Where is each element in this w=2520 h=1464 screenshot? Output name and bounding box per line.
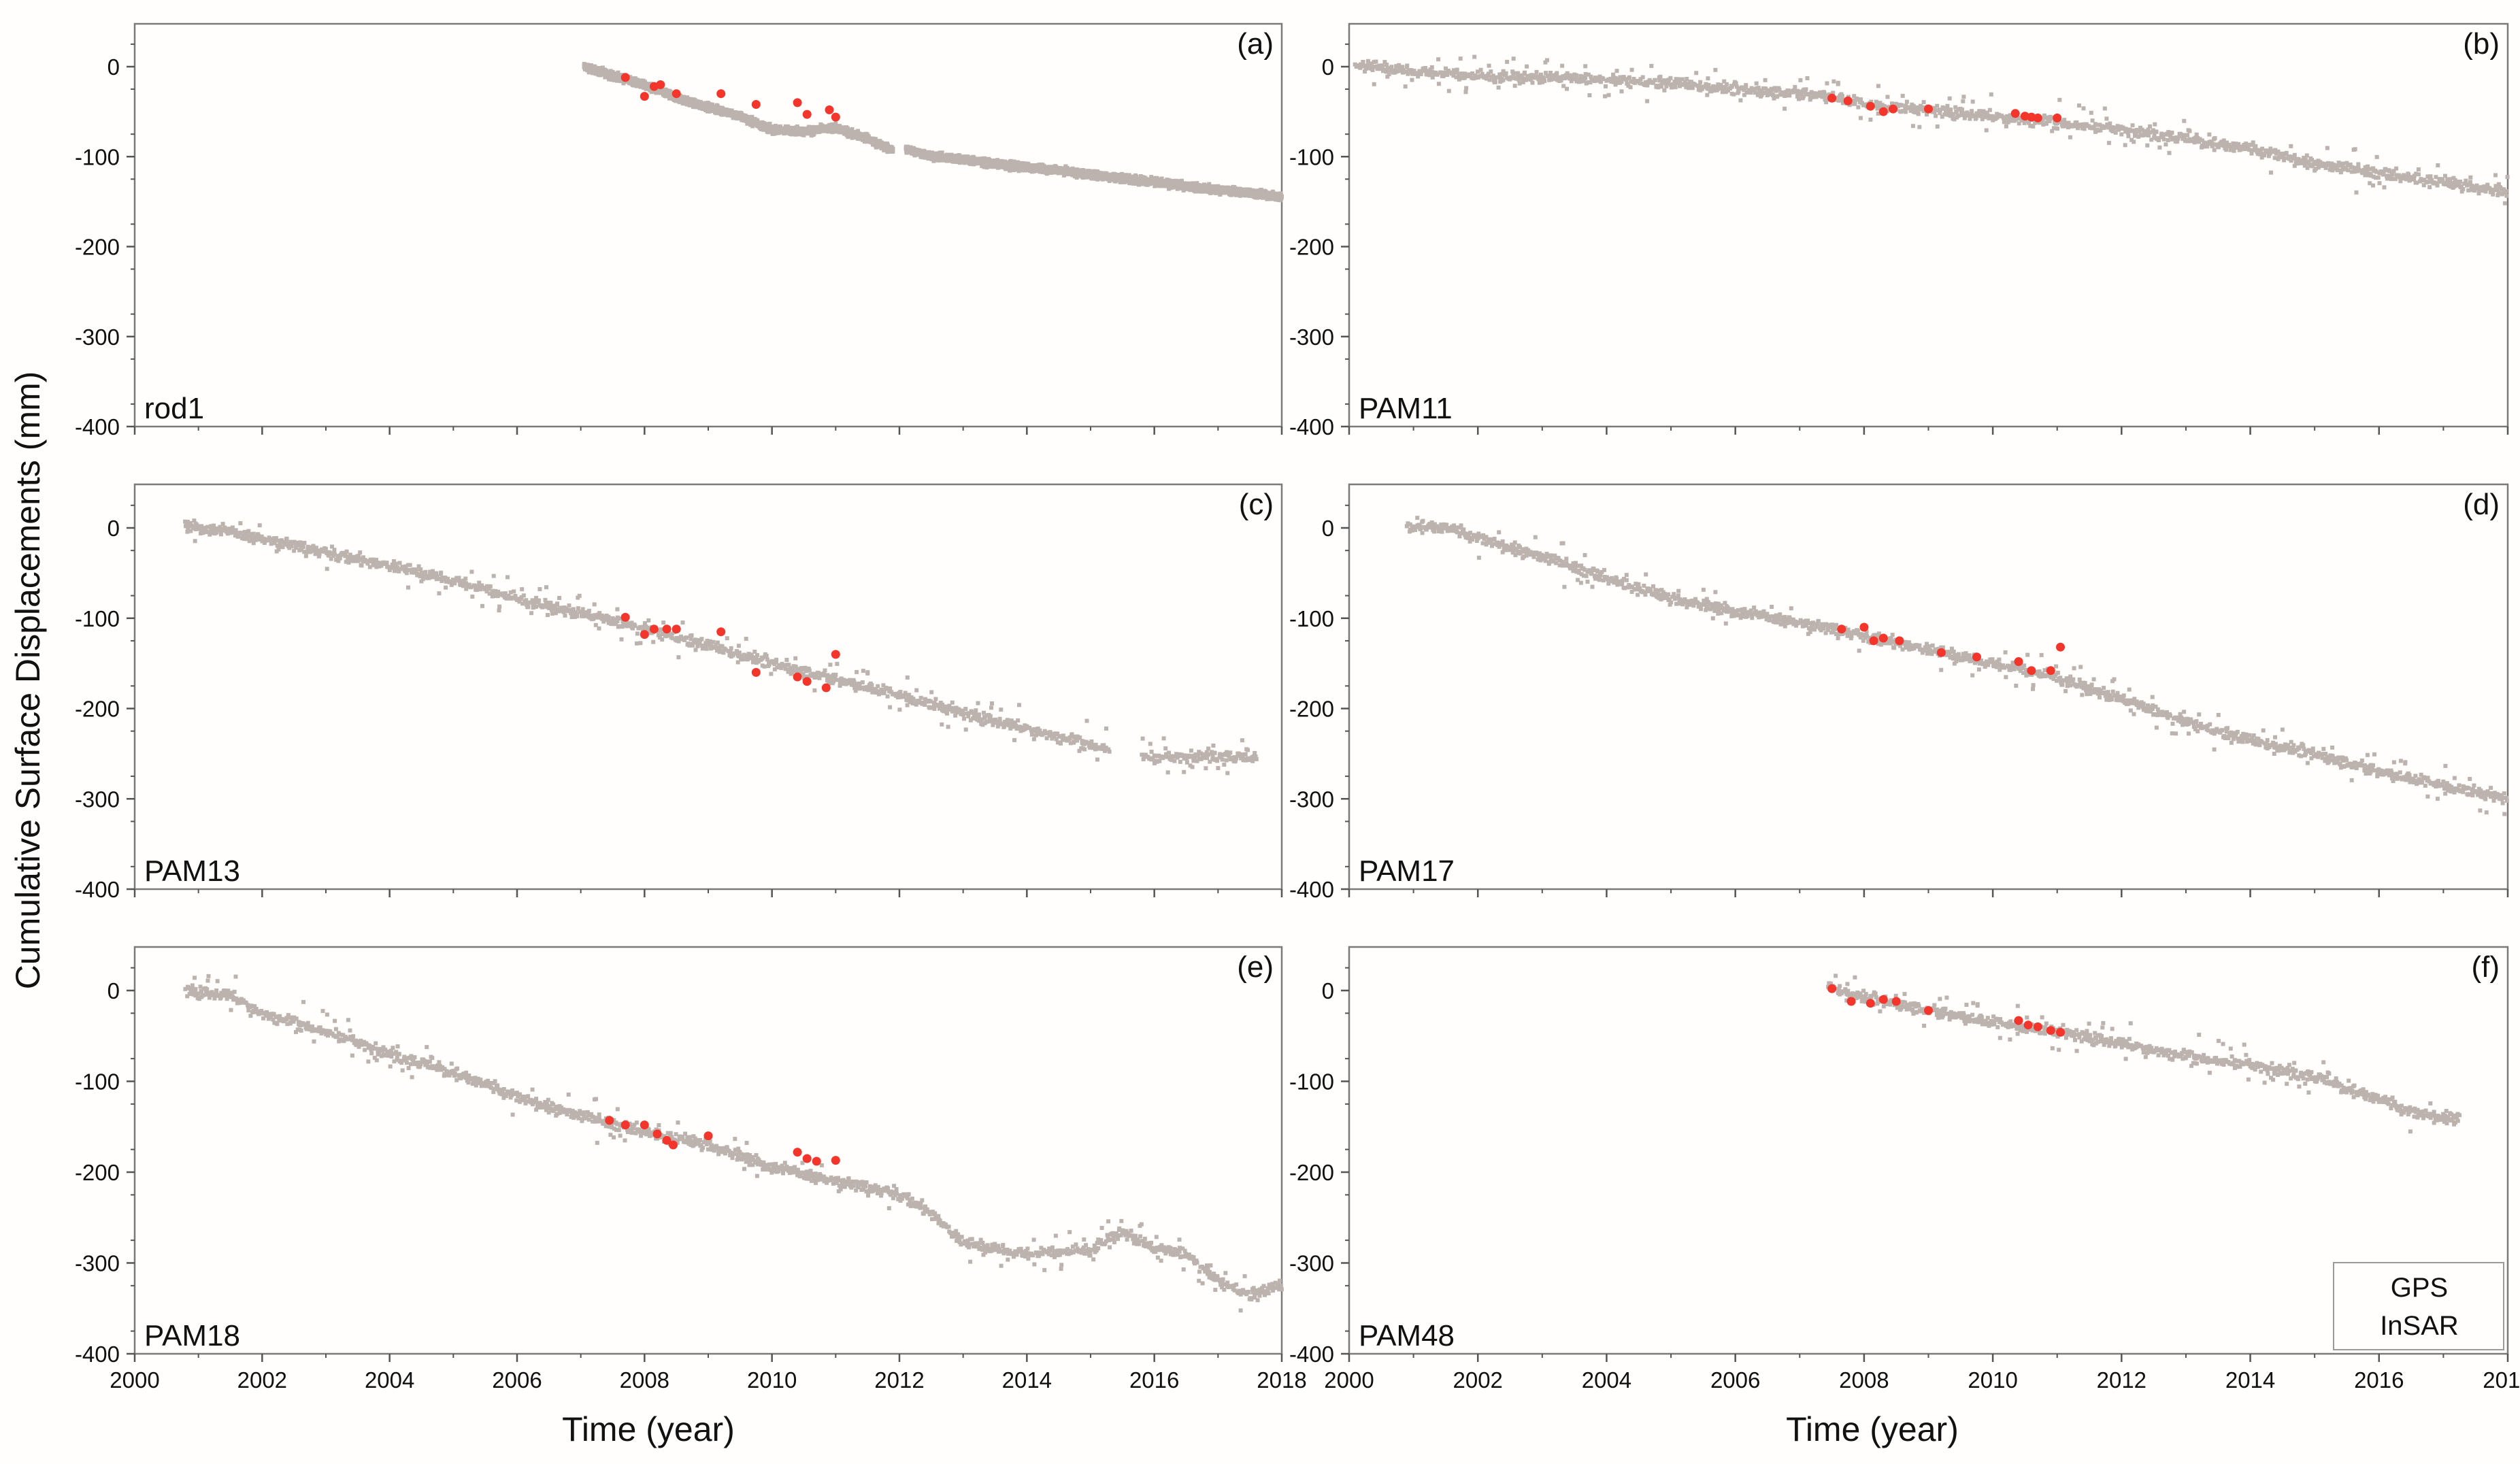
panel-a-gps-point	[616, 70, 620, 75]
panel-a-gps-point	[750, 114, 755, 119]
panel-a: 0-100-200-300-400(a)rod1	[75, 22, 1284, 439]
panel-a-frame	[133, 22, 1283, 428]
x-axis-title-right: Time (year)	[1786, 1410, 1959, 1448]
panel-a-gps-point	[891, 146, 895, 151]
panel-a-gps-point	[588, 63, 593, 67]
panel-a-y-tick-label: -200	[75, 235, 120, 260]
panel-a-y-tick-label: -300	[75, 325, 120, 350]
panel-a-gps-point	[767, 121, 772, 126]
panel-a-y-tick-label: 0	[107, 54, 120, 80]
panel-a-y-tick-label: -400	[75, 414, 120, 439]
y-axis-title: Cumulative Surface Displacements (mm)	[9, 371, 47, 990]
panel-a-gps-point	[621, 81, 626, 86]
x-axis-title-left: Time (year)	[562, 1410, 735, 1448]
panel-a-gps-point	[681, 95, 686, 99]
panel-a-y-tick-label: -100	[75, 144, 120, 169]
panel-a-gps-point	[755, 118, 760, 123]
